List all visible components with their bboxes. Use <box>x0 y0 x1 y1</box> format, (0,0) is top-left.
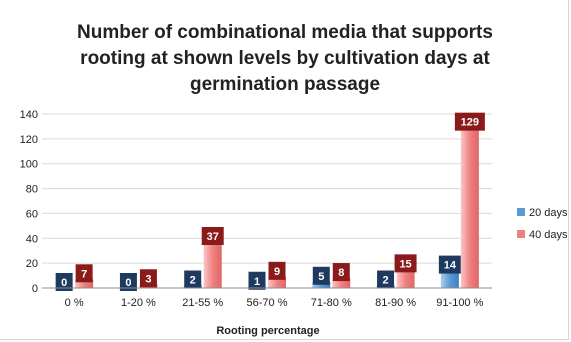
x-category-label: 91-100 % <box>436 297 483 309</box>
data-label-box <box>248 271 266 290</box>
data-label-box <box>119 273 137 291</box>
data-label-box <box>201 227 224 246</box>
y-tick-label: 120 <box>20 134 38 146</box>
bar-20-days <box>440 270 459 288</box>
data-label: 8 <box>338 267 344 279</box>
y-tick-label: 140 <box>20 109 38 121</box>
x-category-label: 0 % <box>65 297 84 309</box>
data-label: 0 <box>61 277 67 289</box>
data-label: 1 <box>254 276 260 288</box>
data-label: 0 <box>125 277 131 289</box>
data-label: 5 <box>318 271 324 283</box>
data-label: 3 <box>145 273 151 285</box>
bar-20-days <box>312 281 331 288</box>
data-label: 14 <box>444 260 457 272</box>
x-category-label: 56-70 % <box>247 297 288 309</box>
chart-title-line-2: rooting at shown levels by cultivation d… <box>80 48 490 69</box>
data-label: 7 <box>81 268 87 280</box>
bar-40-days <box>268 276 286 288</box>
y-axis-ticks: 0 20 40 60 80 100 120 140 <box>20 109 38 295</box>
bars: 0 7 0 3 2 37 1 9 5 8 2 15 14 129 <box>55 112 485 291</box>
data-label: 15 <box>399 258 411 270</box>
data-label-box <box>139 269 157 288</box>
x-axis-categories: 0 % 1-20 % 21-55 % 56-70 % 71-80 % 81-90 % 91-… <box>65 297 484 309</box>
data-label: 9 <box>274 266 280 278</box>
x-category-label: 71-80 % <box>311 297 352 309</box>
bar-40-days <box>203 242 222 288</box>
data-label-box <box>184 270 202 289</box>
bar-40-days <box>460 127 479 289</box>
x-category-label: 21-55 % <box>182 297 223 309</box>
y-tick-label: 20 <box>26 258 38 270</box>
data-label-box <box>55 273 73 291</box>
gridlines <box>42 113 492 264</box>
data-label-box <box>394 254 417 273</box>
data-label-box <box>454 112 485 131</box>
data-label: 2 <box>383 275 389 287</box>
x-category-label: 1-20 % <box>121 297 156 309</box>
data-label-box <box>268 261 286 280</box>
bar-40-days <box>396 269 415 288</box>
x-category-label: 81-90 % <box>375 297 416 309</box>
legend-swatch-20-days <box>517 208 525 216</box>
data-label: 37 <box>207 231 219 243</box>
legend-swatch-40-days <box>517 230 525 238</box>
y-tick-label: 80 <box>26 184 38 196</box>
y-tick-label: 60 <box>26 208 38 220</box>
data-label-box <box>332 263 350 282</box>
y-tick-label: 100 <box>20 159 38 171</box>
data-label-box <box>312 266 330 285</box>
legend: 20 days 40 days <box>517 207 568 241</box>
data-label: 2 <box>190 275 196 287</box>
bar-40-days <box>332 278 351 288</box>
bar-40-days <box>75 279 94 288</box>
data-label-box <box>438 255 461 274</box>
y-tick-label: 0 <box>32 283 38 295</box>
data-label-box <box>75 264 93 283</box>
data-label-box <box>377 270 395 289</box>
x-axis-title: Rooting percentage <box>216 325 319 337</box>
legend-label-20-days: 20 days <box>529 207 568 219</box>
chart-title-line-1: Number of combinational media that suppo… <box>77 22 493 43</box>
y-tick-label: 40 <box>26 233 38 245</box>
legend-label-40-days: 40 days <box>529 229 568 241</box>
data-label: 129 <box>461 117 479 129</box>
chart-title-line-3: germination passage <box>190 74 380 95</box>
